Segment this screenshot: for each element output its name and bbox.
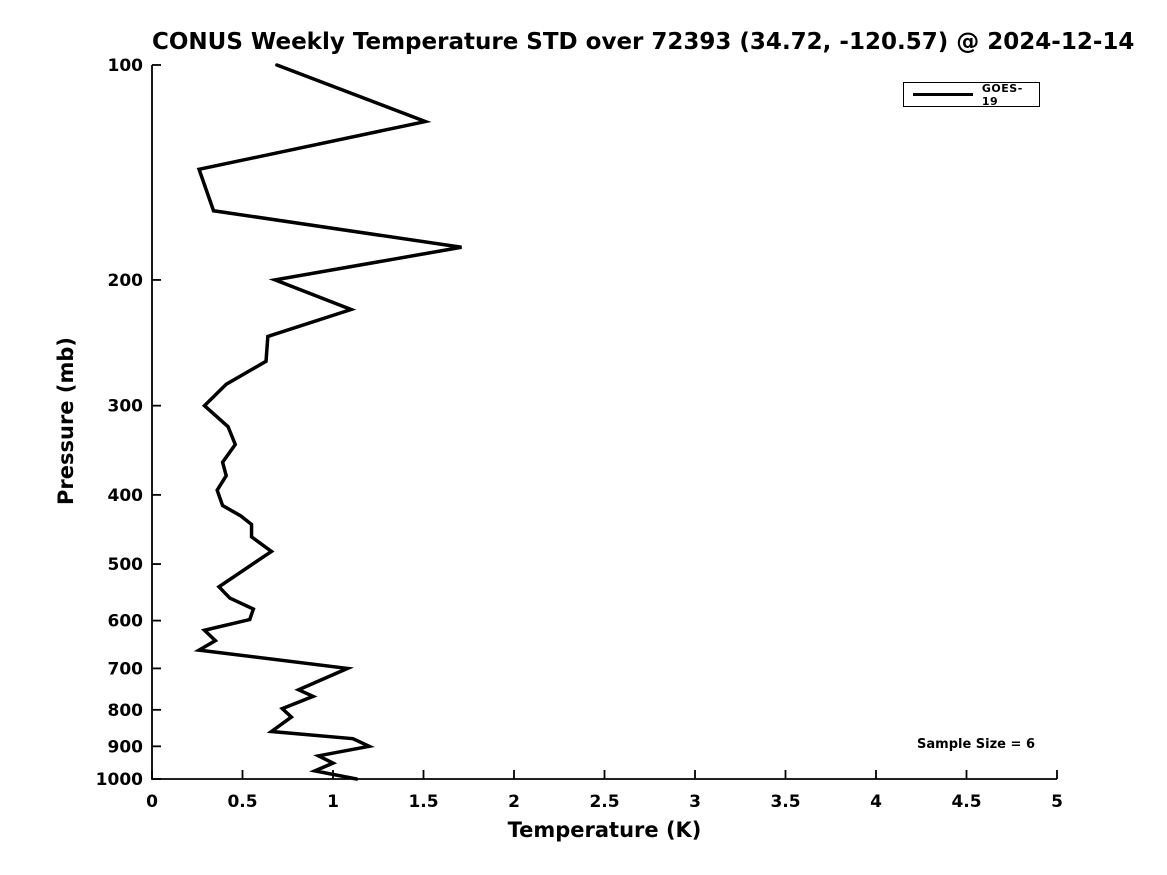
y-tick-label: 500: [108, 555, 144, 575]
y-tick-label: 900: [108, 737, 144, 757]
series-line-goes-19: [193, 63, 462, 781]
y-tick-label: 1000: [96, 770, 143, 790]
x-tick-label: 1: [327, 792, 339, 812]
x-tick-label: 0.5: [227, 792, 257, 812]
x-tick-label: 2.5: [589, 792, 619, 812]
y-tick-label: 300: [108, 397, 144, 417]
x-tick-label: 3: [689, 792, 701, 812]
y-tick-label: 800: [108, 701, 144, 721]
axes-spines: [151, 65, 1057, 780]
y-tick-label: 100: [108, 56, 144, 76]
x-tick-label: 1.5: [408, 792, 438, 812]
x-tick-label: 4: [870, 792, 882, 812]
y-tick-label: 600: [108, 612, 144, 632]
y-tick-label: 200: [108, 271, 144, 291]
legend-line-swatch: [913, 93, 973, 96]
legend-box: GOES-19: [903, 81, 1040, 108]
legend-series-label: GOES-19: [981, 81, 1023, 108]
x-tick-label: 4.5: [951, 792, 981, 812]
x-tick-label: 2: [508, 792, 520, 812]
x-axis-label: Temperature (K): [507, 818, 702, 842]
y-tick-label: 400: [108, 486, 144, 506]
y-tick-label: 700: [108, 659, 144, 679]
y-ticks: 100 200 300 400 500 600 700 800 900 1000: [96, 56, 161, 790]
x-tick-label: 3.5: [770, 792, 800, 812]
sample-size-annotation: Sample Size = 6: [917, 737, 1035, 752]
x-ticks: 0 0.5 1 1.5 2 2.5 3 3.5 4 4.5 5: [146, 770, 1063, 812]
chart-title: CONUS Weekly Temperature STD over 72393 …: [152, 29, 1135, 55]
x-tick-label: 5: [1051, 792, 1063, 812]
x-tick-label: 0: [146, 792, 158, 812]
